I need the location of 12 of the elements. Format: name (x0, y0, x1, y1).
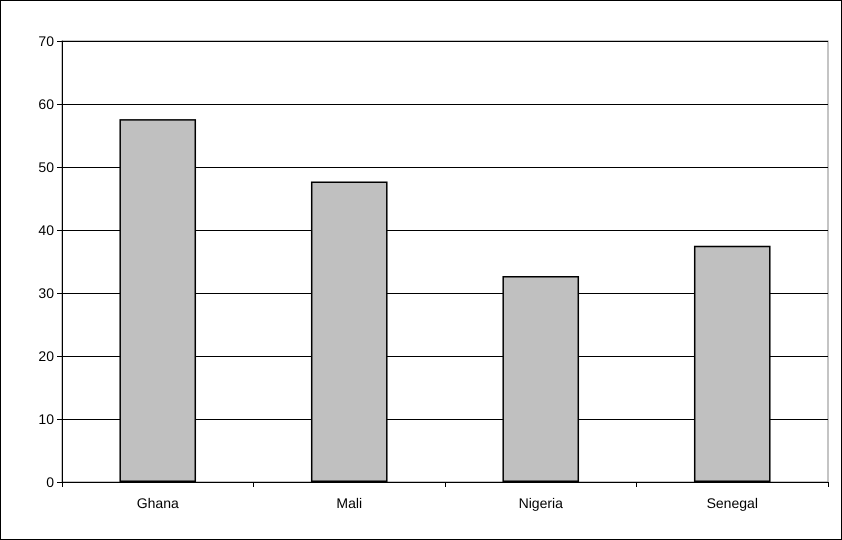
y-tick-label: 60 (38, 96, 54, 112)
x-tick-label: Ghana (136, 495, 179, 511)
y-tick-label: 70 (38, 33, 54, 49)
y-tick-label: 20 (38, 348, 54, 364)
x-tick-label: Mali (336, 495, 362, 511)
y-tick-label: 30 (38, 285, 54, 301)
x-tick-label: Nigeria (518, 495, 564, 511)
y-tick-label: 10 (38, 411, 54, 427)
x-tick-label: Senegal (706, 495, 758, 511)
y-tick-label: 50 (38, 159, 54, 175)
y-tick-label: 40 (38, 222, 54, 238)
y-tick-label: 0 (46, 474, 54, 490)
